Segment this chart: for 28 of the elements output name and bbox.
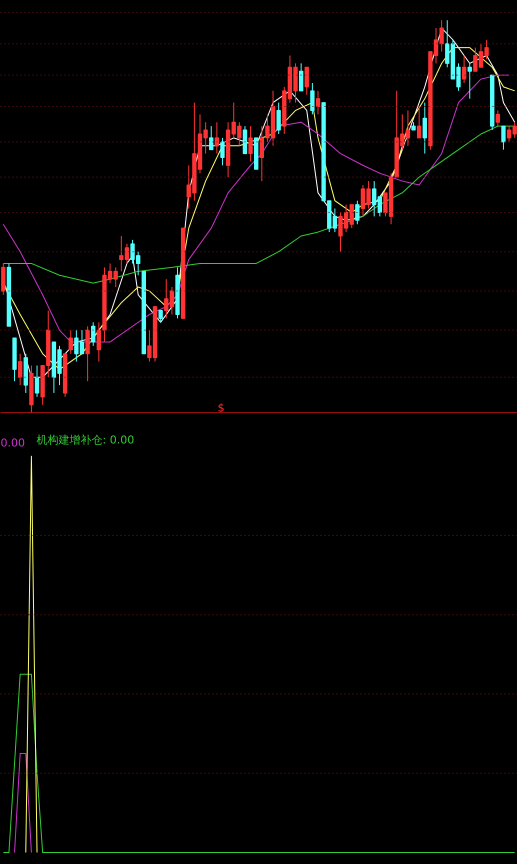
candlestick [242,126,248,154]
candlestick [18,353,22,386]
candlestick [68,330,73,354]
candlestick [468,62,472,100]
candlestick [96,322,102,362]
candlestick [248,126,253,162]
text: 机构建增补仓: 0.00 [36,433,134,446]
candlestick [298,62,304,92]
text: 0.00 [0,436,25,450]
candlestick [310,82,315,115]
candlestick [501,126,506,150]
candlestick [496,110,500,127]
candlestick [214,122,220,154]
candlestick [422,102,427,154]
candlestick [209,126,214,150]
candlestick [416,106,422,138]
candlestick [34,364,40,398]
candlestick [220,137,225,166]
candlestick [91,322,96,346]
candlestick [304,66,309,96]
annotation: $ [218,402,225,414]
candlestick [1,262,6,296]
candlestick [462,55,466,84]
candlestick [85,326,90,382]
candlestick [355,200,360,225]
candlestick [276,102,281,134]
candlestick [316,90,320,115]
candlestick [158,310,163,323]
